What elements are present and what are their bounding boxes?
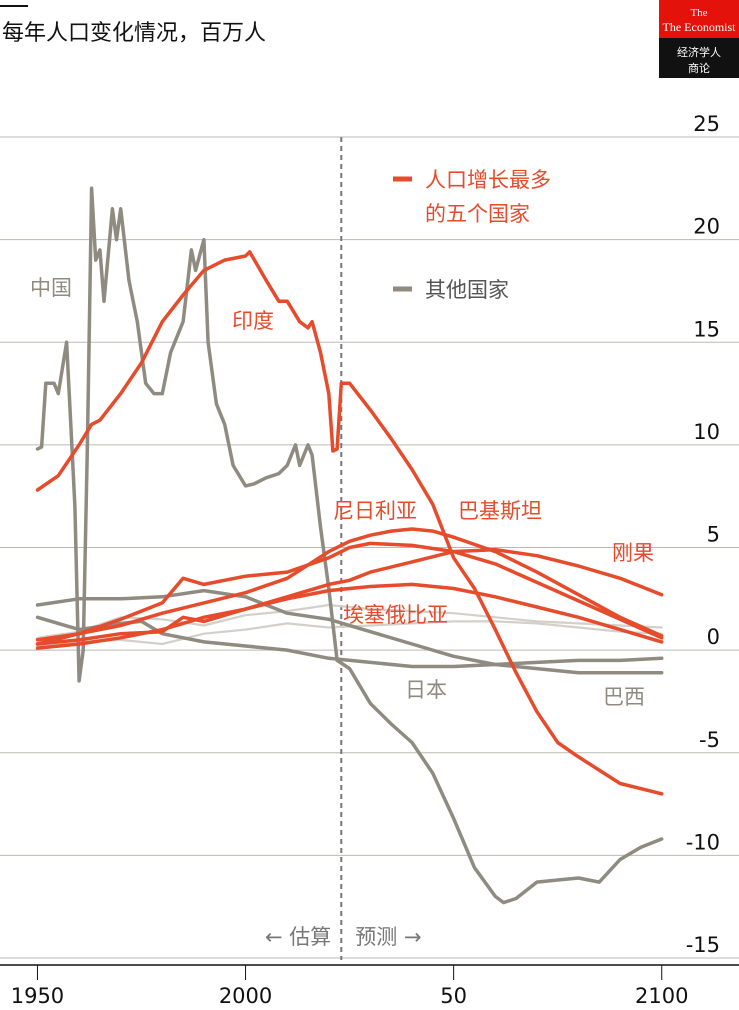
legend-label: 人口增长最多 [425,168,551,192]
x-tick-label: 50 [440,984,467,1008]
x-tick-label: 1950 [11,984,64,1008]
y-tick-label: 5 [707,523,720,547]
annotation: 预测 → [355,925,421,949]
legend-label: 的五个国家 [425,202,530,226]
y-tick-label: -15 [686,933,720,957]
annotation: ← 估算 [265,925,331,949]
y-tick-label: 0 [707,625,720,649]
series-label: 刚果 [612,541,654,565]
y-tick-label: -5 [699,728,720,752]
series-line [35,541,664,646]
series-line [35,588,664,675]
series-label: 埃塞俄比亚 [343,603,448,627]
y-tick-label: -10 [686,830,720,854]
series-line [35,250,664,796]
chart-title: 每年人口变化情况，百万人 [2,21,266,46]
logo-text: The Economist [663,20,737,34]
x-tick-label: 2000 [219,984,272,1008]
legend-label: 其他国家 [425,278,509,302]
series-label: 巴基斯坦 [458,499,542,523]
series-label: 中国 [30,276,72,300]
series-label: 巴西 [603,685,645,709]
series-line [35,547,664,650]
y-tick-label: 20 [693,215,720,239]
y-tick-label: 10 [693,420,720,444]
y-tick-label: 25 [693,112,720,136]
series-label: 尼日利亚 [333,499,417,523]
logo-text: The [690,7,707,19]
x-tick-label: 2100 [635,984,688,1008]
series-label: 印度 [232,309,274,333]
logo-sub: 经济学人 [677,45,721,59]
y-tick-label: 15 [693,317,720,341]
logo-red [659,0,739,38]
series-label: 日本 [405,678,447,702]
series-line [35,186,664,905]
series-line [35,527,664,642]
logo-sub: 商论 [688,61,710,75]
